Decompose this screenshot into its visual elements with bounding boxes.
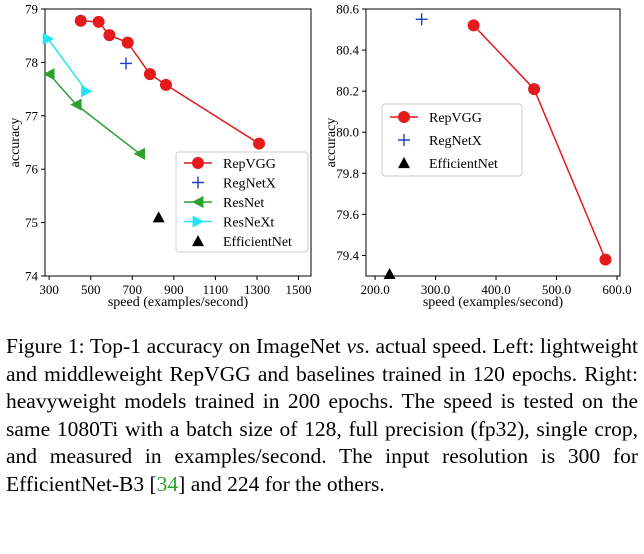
plot-frame [44, 8, 312, 277]
x-tick-label: 500 [81, 282, 101, 297]
x-tick-label: 1300 [244, 282, 270, 297]
resnet-point [133, 147, 145, 160]
legend-marker [398, 111, 410, 123]
y-tick-label: 79.6 [336, 207, 359, 222]
regnetx-point [120, 57, 133, 70]
y-axis-label: accuracy [324, 118, 339, 168]
x-tick-label: 700 [123, 282, 143, 297]
repvgg-point [92, 15, 105, 28]
series-regnetx [120, 57, 133, 70]
repvgg-point [528, 83, 541, 96]
y-tick-label: 80.6 [336, 2, 359, 17]
legend-label: EfficientNet [223, 235, 292, 250]
repvgg-point [121, 36, 134, 49]
y-tick-label: 79.8 [336, 166, 359, 181]
x-axis-label: speed (examples/second) [423, 295, 564, 310]
x-tick-label: 300 [39, 282, 59, 297]
legend-label: ResNeXt [223, 216, 274, 231]
series-resnext [42, 32, 93, 98]
series-repvgg [74, 14, 266, 150]
regnetx-point [415, 13, 428, 26]
repvgg-point [74, 14, 87, 27]
caption-vs: vs [346, 334, 365, 358]
y-tick-label: 80.2 [336, 84, 359, 99]
chart-1: 300 500 700 900 1100 1300 1500 74 75 76 77 78 79 spee… [8, 2, 312, 311]
efficientnet-point [383, 267, 396, 280]
legend-item-resnext: ResNeXt [184, 215, 274, 231]
y-tick-label: 76 [25, 162, 39, 177]
legend-label: EfficientNet [429, 157, 498, 172]
legend-marker [192, 235, 204, 247]
efficientnet-point [152, 211, 165, 223]
legend-marker [192, 176, 204, 189]
legend: RepVGG RegNetX EfficientNet [381, 103, 523, 177]
legend-marker [398, 157, 410, 169]
repvgg-point [159, 78, 172, 91]
legend-item-efficientnet: EfficientNet [398, 157, 498, 172]
plot-frame [365, 8, 621, 277]
legend-item-efficientnet: EfficientNet [192, 235, 292, 250]
resnext-line [47, 38, 88, 92]
legend-box [381, 103, 523, 177]
resnet-line [48, 73, 141, 155]
resnet-point [43, 68, 55, 81]
legend-item-repvgg: RepVGG [390, 111, 482, 126]
y-axis-label: accuracy [8, 118, 23, 168]
legend: RepVGG RegNetX ResNet ResNeXt EfficientNet [175, 151, 309, 253]
legend-item-regnetx: RegNetX [192, 176, 276, 192]
x-tick-label: 200.0 [360, 282, 389, 297]
resnext-point [42, 32, 55, 45]
repvgg-point [103, 29, 116, 42]
legend-marker [192, 157, 204, 169]
charts-figure: 300 500 700 900 1100 1300 1500 74 75 76 77 78 79 spee… [8, 2, 632, 311]
x-tick-label: 1500 [286, 282, 312, 297]
legend-label: RepVGG [223, 157, 276, 172]
series-efficientnet [152, 211, 165, 223]
y-tick-label: 79.4 [336, 248, 359, 263]
repvgg-point [467, 19, 480, 32]
y-tick-label: 75 [25, 215, 38, 230]
y-tick-label: 79 [25, 2, 38, 17]
legend-marker [192, 215, 204, 228]
legend-item-repvgg: RepVGG [184, 157, 276, 172]
caption-text-1: Top-1 accuracy on ImageNet [84, 334, 347, 358]
legend-label: ResNet [223, 196, 264, 211]
x-tick-label: 500.0 [542, 282, 571, 297]
caption-citation-link[interactable]: 34 [156, 471, 179, 496]
x-tick-label: 300.0 [421, 282, 450, 297]
y-tick-label: 80.0 [336, 125, 359, 140]
resnet-point [70, 98, 82, 111]
caption-text-2: . actual speed. Left: lightweight and mi… [6, 334, 638, 496]
legend-item-regnetx: RegNetX [398, 134, 482, 149]
figure-caption: Figure 1: Top-1 accuracy on ImageNet vs.… [6, 333, 638, 499]
legend-label: RegNetX [223, 177, 276, 192]
legend-marker [192, 196, 204, 208]
legend-label: RegNetX [429, 134, 482, 149]
series-repvgg [467, 19, 612, 266]
legend-box [175, 151, 309, 253]
caption-text-3: ] and 224 for the others. [178, 471, 385, 496]
y-tick-label: 80.4 [336, 43, 359, 58]
x-tick-label: 600.0 [602, 282, 631, 297]
legend-item-resnet: ResNet [184, 196, 264, 211]
legend-marker [398, 134, 410, 146]
repvgg-point [599, 253, 612, 266]
series-resnet [43, 68, 145, 160]
series-efficientnet [383, 267, 396, 280]
repvgg-point [143, 68, 156, 81]
y-tick-label: 77 [25, 108, 39, 123]
y-tick-label: 78 [25, 55, 38, 70]
repvgg-point [253, 137, 266, 150]
x-tick-label: 900 [164, 282, 184, 297]
resnext-point [81, 85, 93, 98]
legend-label: RepVGG [429, 111, 482, 126]
series-regnetx [415, 13, 428, 26]
caption-label: Figure 1: [6, 334, 85, 358]
y-tick-label: 74 [25, 269, 39, 284]
x-tick-label: 1100 [203, 282, 229, 297]
x-axis-label: speed (examples/second) [108, 295, 249, 310]
chart-2: 200.0 300.0 400.0 500.0 600.0 79.4 79.6 79.8 80.… [324, 2, 632, 311]
x-tick-label: 400.0 [481, 282, 510, 297]
